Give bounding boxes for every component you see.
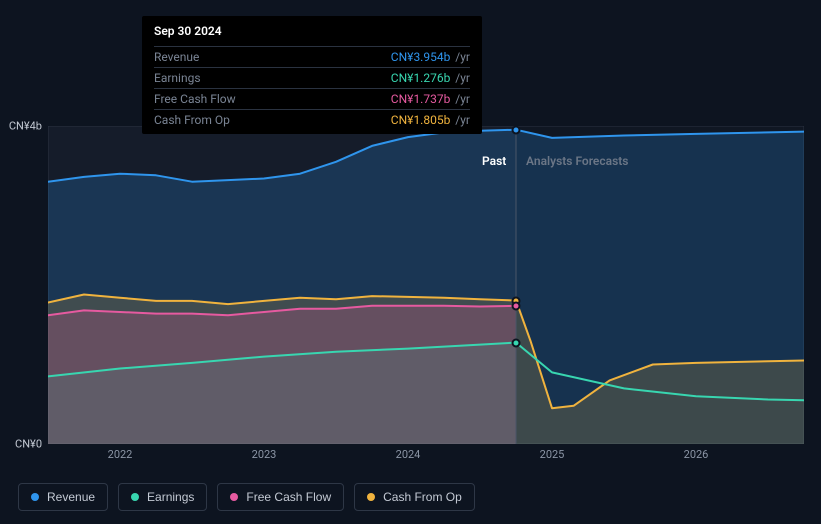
tooltip-row: Earnings CN¥1.276b /yr (154, 67, 470, 88)
forecast-label: Analysts Forecasts (526, 154, 628, 168)
x-tick-label: 2022 (108, 448, 133, 461)
plot-area[interactable]: CN¥4bCN¥0 Past Analysts Forecasts (48, 126, 804, 444)
earnings-revenue-chart: Sep 30 2024 Revenue CN¥3.954b /yr Earnings… (0, 0, 821, 524)
legend-dot (367, 493, 375, 501)
tooltip-row-label: Earnings (154, 71, 201, 85)
tooltip-row-value: CN¥1.805b /yr (391, 113, 470, 127)
past-label: Past (482, 154, 506, 168)
x-tick-label: 2024 (396, 448, 421, 461)
y-tick-label: CN¥0 (15, 438, 42, 451)
legend-item-earnings[interactable]: Earnings (118, 483, 207, 511)
legend-dot (131, 493, 139, 501)
legend-label: Revenue (47, 490, 95, 504)
x-tick-label: 2025 (540, 448, 565, 461)
legend-item-cash_from_op[interactable]: Cash From Op (354, 483, 475, 511)
tooltip-row: Free Cash Flow CN¥1.737b /yr (154, 88, 470, 109)
legend-label: Free Cash Flow (246, 490, 331, 504)
tooltip-row: Cash From Op CN¥1.805b /yr (154, 109, 470, 130)
tooltip-rows: Revenue CN¥3.954b /yr Earnings CN¥1.276b /y… (154, 46, 470, 130)
chart-svg (48, 126, 804, 444)
chart-tooltip: Sep 30 2024 Revenue CN¥3.954b /yr Earnings… (142, 16, 482, 134)
tooltip-row-label: Cash From Op (154, 113, 230, 127)
series-marker (512, 125, 521, 134)
legend-dot (31, 493, 39, 501)
x-tick-label: 2023 (252, 448, 277, 461)
tooltip-row-label: Free Cash Flow (154, 92, 236, 106)
tooltip-row: Revenue CN¥3.954b /yr (154, 46, 470, 67)
legend-label: Cash From Op (383, 490, 462, 504)
legend-label: Earnings (147, 490, 194, 504)
x-tick-label: 2026 (684, 448, 709, 461)
tooltip-date: Sep 30 2024 (154, 24, 470, 42)
y-tick-label: CN¥4b (9, 120, 42, 133)
tooltip-row-value: CN¥1.737b /yr (391, 92, 470, 106)
series-marker (512, 338, 521, 347)
series-marker (512, 301, 521, 310)
x-axis: 2022 2023 2024 2025 2026 (48, 448, 804, 468)
legend-item-revenue[interactable]: Revenue (18, 483, 108, 511)
tooltip-row-value: CN¥3.954b /yr (391, 50, 470, 64)
chart-legend: Revenue Earnings Free Cash Flow Cash From O… (18, 483, 475, 511)
legend-item-fcf[interactable]: Free Cash Flow (217, 483, 344, 511)
tooltip-row-label: Revenue (154, 50, 199, 64)
legend-dot (230, 493, 238, 501)
tooltip-row-value: CN¥1.276b /yr (391, 71, 470, 85)
